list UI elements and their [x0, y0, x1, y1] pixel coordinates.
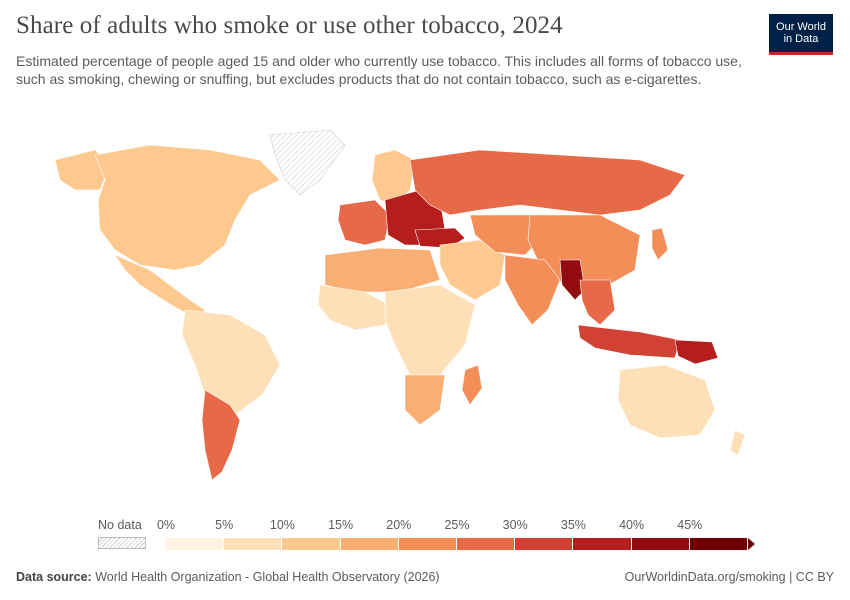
- source-label: Data source:: [16, 570, 92, 584]
- logo-line-2: in Data: [783, 33, 819, 45]
- legend-bin[interactable]: [689, 538, 748, 550]
- map-region-central-east-africa[interactable]: [384, 284, 476, 376]
- owid-logo[interactable]: Our World in Data: [769, 14, 833, 55]
- map-region-chile-argentina[interactable]: [201, 389, 241, 481]
- legend-bin[interactable]: [631, 538, 690, 550]
- legend-tick-label: 35%: [560, 518, 586, 532]
- legend-tick-label: 15%: [328, 518, 354, 532]
- map-region-west-africa[interactable]: [317, 284, 391, 331]
- legend-tick-label: 20%: [386, 518, 412, 532]
- legend-bin[interactable]: [573, 538, 632, 550]
- map-region-southern-africa[interactable]: [404, 374, 446, 426]
- map-region-madagascar[interactable]: [461, 364, 483, 406]
- map-region-myanmar[interactable]: [559, 259, 586, 301]
- color-legend: No data 0% 5% 10% 15% 20% 25% 30% 35% 40% 45%: [0, 510, 850, 560]
- legend-tick-label: 5%: [215, 518, 234, 532]
- map-region-australia[interactable]: [617, 364, 716, 439]
- world-map[interactable]: [0, 120, 850, 500]
- map-region-south-america-north[interactable]: [181, 309, 281, 421]
- legend-no-data-swatch[interactable]: [98, 537, 146, 549]
- map-region-southeast-asia[interactable]: [579, 279, 616, 326]
- map-region-greenland[interactable]: [269, 129, 346, 196]
- map-region-north-america[interactable]: [94, 144, 281, 271]
- map-region-japan[interactable]: [651, 227, 669, 261]
- map-region-western-europe[interactable]: [337, 199, 391, 246]
- map-region-india[interactable]: [504, 254, 561, 326]
- legend-tick-label: 10%: [269, 518, 295, 532]
- legend-bin[interactable]: [340, 538, 399, 550]
- legend-bin[interactable]: [224, 538, 283, 550]
- legend-bin[interactable]: [515, 538, 574, 550]
- chart-title: Share of adults who smoke or use other t…: [16, 12, 563, 39]
- legend-bin[interactable]: [166, 538, 225, 550]
- legend-tick-label: 30%: [502, 518, 528, 532]
- legend-arrow-icon: [748, 538, 755, 550]
- license-link[interactable]: CC BY: [795, 570, 834, 584]
- legend-tick-label: 45%: [677, 518, 703, 532]
- logo-line-1: Our World: [776, 21, 826, 33]
- map-region-papua-new-guinea[interactable]: [674, 339, 719, 365]
- legend-bin[interactable]: [398, 538, 457, 550]
- footer-separator: |: [785, 570, 796, 584]
- legend-no-data-label: No data: [98, 518, 142, 532]
- legend-tick-label: 0%: [156, 518, 176, 532]
- map-region-alaska[interactable]: [54, 149, 111, 191]
- footer: Data source: World Health Organization -…: [16, 570, 834, 584]
- chart-subtitle: Estimated percentage of people aged 15 a…: [16, 53, 742, 87]
- legend-bin[interactable]: [457, 538, 516, 550]
- source-link[interactable]: OurWorldinData.org/smoking: [624, 570, 786, 584]
- map-region-russia[interactable]: [409, 149, 686, 216]
- source-text: World Health Organization - Global Healt…: [95, 570, 440, 584]
- map-region-new-zealand[interactable]: [729, 429, 746, 456]
- legend-tick-label: 25%: [444, 518, 470, 532]
- map-region-north-africa[interactable]: [324, 247, 441, 293]
- map-region-indonesia[interactable]: [577, 324, 681, 359]
- legend-bin[interactable]: [282, 538, 341, 550]
- legend-tick-label: 40%: [619, 518, 645, 532]
